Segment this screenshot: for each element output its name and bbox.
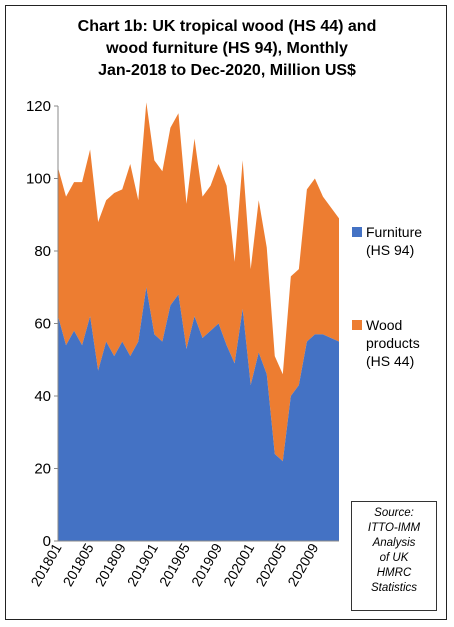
- chart-frame: Chart 1b: UK tropical wood (HS 44) and w…: [5, 5, 447, 620]
- legend-label-wood-line-2: products: [366, 335, 420, 351]
- legend-label-furniture-line-2: (HS 94): [366, 242, 415, 258]
- chart-title-line-2: wood furniture (HS 94), Monthly: [106, 40, 348, 57]
- y-tick-label: 100: [26, 171, 51, 188]
- y-tick-label: 80: [34, 243, 51, 260]
- source-line-2: ITTO-IMM: [367, 522, 421, 534]
- source-line-6: Statistics: [370, 582, 417, 594]
- series-area-wood-products: [58, 102, 339, 462]
- source-line-4: of UK: [379, 552, 409, 564]
- y-tick-label: 20: [34, 461, 51, 478]
- source-line-1: Source:: [374, 507, 414, 519]
- y-tick-label: 120: [26, 98, 51, 115]
- legend-label-furniture-line-1: Furniture: [366, 224, 423, 240]
- chart-title-line-1: Chart 1b: UK tropical wood (HS 44) and: [77, 18, 377, 35]
- legend-swatch-wood-products: [352, 320, 362, 330]
- y-tick-label: 40: [34, 388, 51, 405]
- series-area-furniture: [58, 287, 339, 541]
- source-line-5: HMRC: [376, 567, 412, 579]
- source-note: Source: ITTO-IMM Analysis of UK HMRC Sta…: [351, 501, 437, 611]
- legend-label-wood-line-3: (HS 44): [366, 353, 415, 369]
- y-tick-label: 0: [43, 533, 51, 550]
- y-tick-label: 60: [34, 316, 51, 333]
- chart-title: Chart 1b: UK tropical wood (HS 44) and w…: [6, 16, 448, 82]
- stacked-area-chart: 0204060801001202018012018052018092019012…: [26, 98, 339, 589]
- chart-title-line-3: Jan-2018 to Dec-2020, Million US$: [98, 62, 356, 79]
- source-line-3: Analysis: [372, 537, 416, 549]
- x-tick-label: 202009: [284, 540, 321, 589]
- legend-swatch-furniture: [352, 227, 362, 237]
- legend-label-wood-line-1: Wood: [366, 317, 403, 333]
